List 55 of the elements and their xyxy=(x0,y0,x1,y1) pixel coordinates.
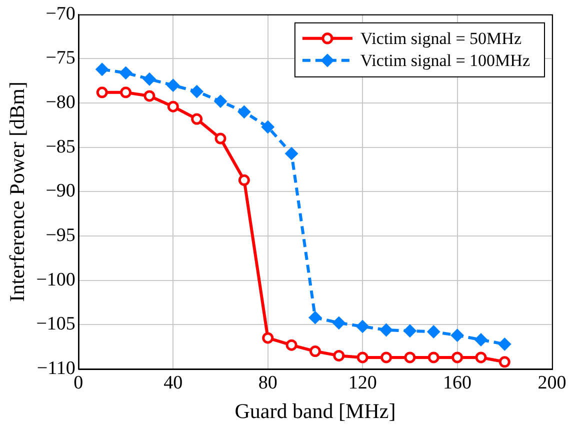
point xyxy=(498,338,512,351)
point xyxy=(144,90,156,102)
point xyxy=(475,352,487,364)
point xyxy=(452,352,464,364)
x-tick-label: 80 xyxy=(258,372,278,394)
y-tick-label: −110 xyxy=(36,358,76,379)
x-tick-label: 40 xyxy=(164,372,183,394)
x-tick-label: 120 xyxy=(348,372,377,394)
point xyxy=(404,352,416,364)
point xyxy=(142,72,156,86)
point xyxy=(474,333,488,346)
y-tick-label: −100 xyxy=(36,269,76,290)
x-tick-label: 200 xyxy=(538,372,566,394)
y-axis-title: Interference Power [dBm] xyxy=(5,81,30,302)
point xyxy=(285,147,298,160)
x-tick-label: 160 xyxy=(443,372,472,394)
y-tick-label: −85 xyxy=(46,136,76,158)
point xyxy=(380,323,393,336)
point xyxy=(167,100,179,112)
point xyxy=(166,78,180,92)
x-axis-title: Guard band [MHz] xyxy=(234,398,396,423)
point xyxy=(238,105,251,118)
y-tick-label: −80 xyxy=(46,92,76,114)
point xyxy=(261,120,274,134)
y-tick-label: −75 xyxy=(46,48,76,69)
point xyxy=(119,66,132,80)
point xyxy=(403,324,416,338)
point xyxy=(309,346,321,358)
point xyxy=(427,325,440,338)
y-tick-label: −70 xyxy=(46,3,76,24)
point xyxy=(191,113,203,125)
point xyxy=(214,132,226,144)
point xyxy=(450,328,464,342)
point xyxy=(120,86,132,98)
x-tick-label: 0 xyxy=(74,372,84,394)
point xyxy=(356,352,368,364)
point xyxy=(498,356,510,368)
point xyxy=(332,316,346,330)
point xyxy=(190,85,204,98)
y-tick-label: −105 xyxy=(36,314,76,335)
legend-label: Victim signal = 50MHz xyxy=(360,28,522,48)
point xyxy=(96,62,109,76)
point xyxy=(262,332,274,344)
y-tick-label: −95 xyxy=(46,225,76,246)
point xyxy=(286,339,298,351)
point xyxy=(308,311,322,324)
y-tick-label: −90 xyxy=(46,180,76,202)
point xyxy=(380,352,392,364)
point xyxy=(333,350,345,362)
point xyxy=(428,352,440,364)
point xyxy=(96,86,108,98)
point xyxy=(214,94,227,108)
legend-label: Victim signal = 100MHz xyxy=(360,50,530,70)
point xyxy=(356,320,370,333)
point xyxy=(238,174,250,186)
